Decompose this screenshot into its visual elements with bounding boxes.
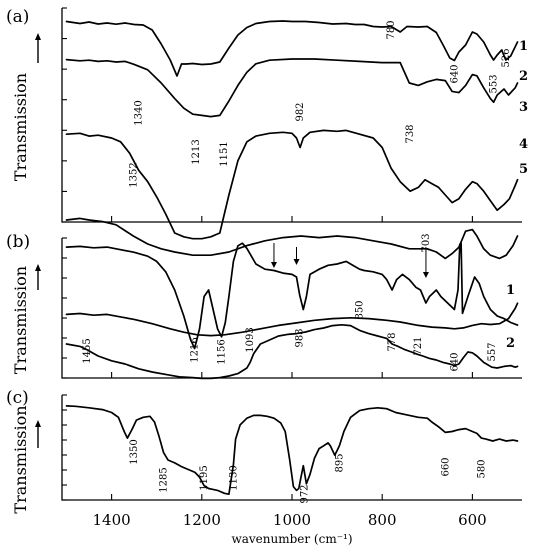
peak-arrowhead xyxy=(293,259,300,265)
series-line xyxy=(65,242,519,350)
series-line xyxy=(65,302,519,337)
peak-label: 780 xyxy=(386,20,397,39)
panel-label: (b) xyxy=(6,232,30,252)
peak-label: 895 xyxy=(334,453,345,472)
peak-label: 1350 xyxy=(129,439,140,464)
peak-label: 1093 xyxy=(245,327,256,352)
series-label: 1 xyxy=(519,39,528,54)
peak-label: 557 xyxy=(487,342,498,361)
peak-label: 553 xyxy=(489,74,500,93)
panel-c: (c)Transmission 1350 1285 1195 1130 972 895 660… xyxy=(6,388,522,514)
series-label: 3 xyxy=(519,100,528,115)
series-label: 2 xyxy=(519,69,528,84)
y-axis-arrowhead xyxy=(35,264,41,271)
x-tick-label: 1000 xyxy=(273,511,311,529)
x-tick-label: 800 xyxy=(368,511,397,529)
peak-label: 721 xyxy=(413,336,424,355)
panel-label: (a) xyxy=(6,7,29,27)
panel-b: (b) Transmission 1 2 703 1455 1216 1156 1093 983 8… xyxy=(6,232,522,380)
peak-label: 738 xyxy=(405,124,416,143)
peak-label: 1130 xyxy=(228,465,239,490)
peak-arrowhead xyxy=(422,272,429,278)
series-label: 4 xyxy=(519,137,528,152)
series-label: 1 xyxy=(506,283,515,298)
peak-label: 972 xyxy=(300,484,311,503)
y-axis-arrowhead xyxy=(35,33,41,40)
series-label: 2 xyxy=(506,336,515,351)
series-line xyxy=(65,129,519,240)
series-label: 5 xyxy=(519,162,528,177)
y-axis-arrowhead xyxy=(35,420,41,427)
peak-label: 1151 xyxy=(219,141,230,166)
peak-arrowhead xyxy=(270,262,277,268)
peak-label: 1195 xyxy=(199,465,210,490)
peak-label: 580 xyxy=(476,459,487,478)
panel-a: (a) Transmission 1 2 3 4 5 1340 1213 1151 982 1352 7… xyxy=(6,7,528,337)
peak-label: 1285 xyxy=(158,467,169,492)
x-axis: 1400 1200 1000 800 600 wavenumber (cm⁻¹) xyxy=(93,511,487,546)
y-axis-label: Transmission xyxy=(11,405,30,513)
peak-label: 1156 xyxy=(217,339,228,364)
peak-label: 1455 xyxy=(82,338,93,363)
peak-label: 640 xyxy=(449,64,460,83)
series-line xyxy=(65,405,519,496)
peak-label: 1352 xyxy=(128,162,139,187)
peak-label: 703 xyxy=(421,233,432,252)
y-axis-label: Transmission xyxy=(11,73,30,181)
series-line xyxy=(65,58,519,118)
series-line xyxy=(65,217,519,260)
series-line xyxy=(65,20,519,77)
peak-label: 778 xyxy=(387,332,398,351)
peak-label: 1216 xyxy=(190,337,201,362)
peak-label: 526 xyxy=(501,48,512,67)
series-line xyxy=(65,323,519,380)
peak-label: 850 xyxy=(355,300,366,319)
x-tick-label: 600 xyxy=(458,511,487,529)
panel-label: (c) xyxy=(6,388,29,408)
y-axis-label: Transmission xyxy=(11,266,30,374)
x-axis-label: wavenumber (cm⁻¹) xyxy=(231,532,352,546)
peak-label: 1213 xyxy=(191,139,202,164)
peak-label: 982 xyxy=(295,102,306,121)
panel-frame xyxy=(61,8,522,223)
x-tick-label: 1400 xyxy=(93,511,131,529)
x-tick-label: 1200 xyxy=(183,511,221,529)
peak-label: 983 xyxy=(295,328,306,347)
peak-label: 640 xyxy=(449,352,460,371)
peak-label: 660 xyxy=(440,457,451,476)
peak-label: 1340 xyxy=(134,100,145,125)
